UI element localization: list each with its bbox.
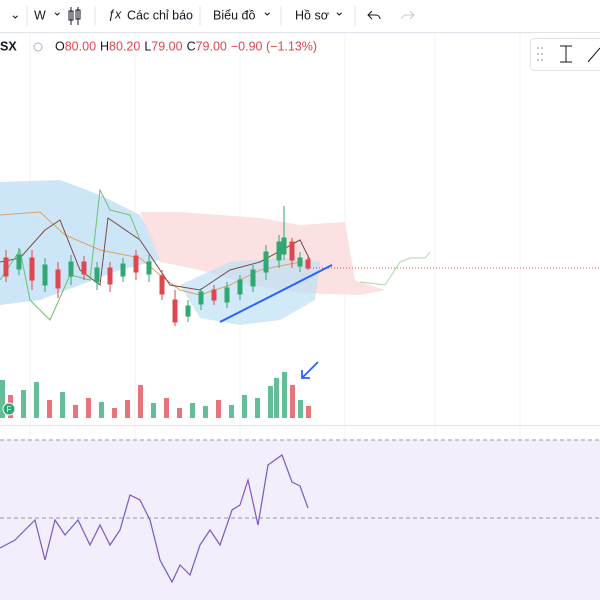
ohlc-value: 79.00 bbox=[151, 39, 182, 53]
ohlc-label: L bbox=[144, 39, 151, 53]
cloud-blue-2 bbox=[180, 258, 320, 325]
profile-button[interactable]: Hồ sơ bbox=[295, 8, 329, 22]
ohlc-change: −0.90 (−1.13%) bbox=[231, 39, 317, 53]
profile-chevron[interactable]: ⌄ bbox=[334, 4, 344, 18]
toolbar-chevron[interactable]: ⌄ bbox=[10, 7, 20, 21]
undo-button[interactable] bbox=[367, 10, 381, 20]
toolbar bbox=[0, 0, 600, 32]
drag-handle[interactable] bbox=[537, 47, 543, 61]
symbol: SX bbox=[0, 39, 17, 53]
lagging-span bbox=[0, 188, 141, 321]
indicators-button[interactable]: Các chỉ báo bbox=[127, 8, 193, 22]
rsi-band bbox=[0, 440, 600, 600]
ohlc-value: 79.00 bbox=[196, 39, 227, 53]
trend-line bbox=[219, 264, 333, 323]
ohlc-label: C bbox=[187, 39, 196, 53]
interval-chevron[interactable]: ⌄ bbox=[52, 4, 62, 18]
measure-tool[interactable] bbox=[560, 45, 572, 63]
redo-button[interactable] bbox=[401, 10, 415, 20]
volume bbox=[0, 372, 311, 418]
ohlc: O 80.00 H 80.20 L 79.00 C 79.00 −0.90 (−1.13%) bbox=[55, 39, 317, 53]
drawing-toolbar bbox=[530, 38, 600, 71]
fx-icon[interactable]: ƒx bbox=[108, 7, 122, 21]
arrow-annotation bbox=[301, 361, 319, 379]
chart-type-chevron[interactable]: ⌄ bbox=[262, 4, 272, 18]
cloud-red bbox=[140, 212, 385, 295]
event-marker-label: F bbox=[7, 405, 12, 414]
visibility-icon[interactable] bbox=[33, 42, 43, 52]
candles bbox=[3, 206, 311, 326]
ohlc-value: 80.20 bbox=[109, 39, 140, 53]
ohlc-label: O bbox=[55, 39, 65, 53]
cloud-blue bbox=[0, 180, 160, 305]
candle-icon[interactable] bbox=[68, 7, 81, 25]
chart-type-button[interactable]: Biểu đồ bbox=[213, 8, 255, 22]
conversion-line bbox=[0, 217, 311, 291]
event-marker[interactable] bbox=[2, 402, 16, 416]
interval-button[interactable]: W bbox=[34, 8, 46, 22]
line-tool[interactable] bbox=[587, 47, 600, 63]
ohlc-label: H bbox=[100, 39, 109, 53]
leading-span bbox=[359, 251, 431, 286]
rsi-line bbox=[0, 454, 309, 584]
ohlc-value: 80.00 bbox=[65, 39, 96, 53]
